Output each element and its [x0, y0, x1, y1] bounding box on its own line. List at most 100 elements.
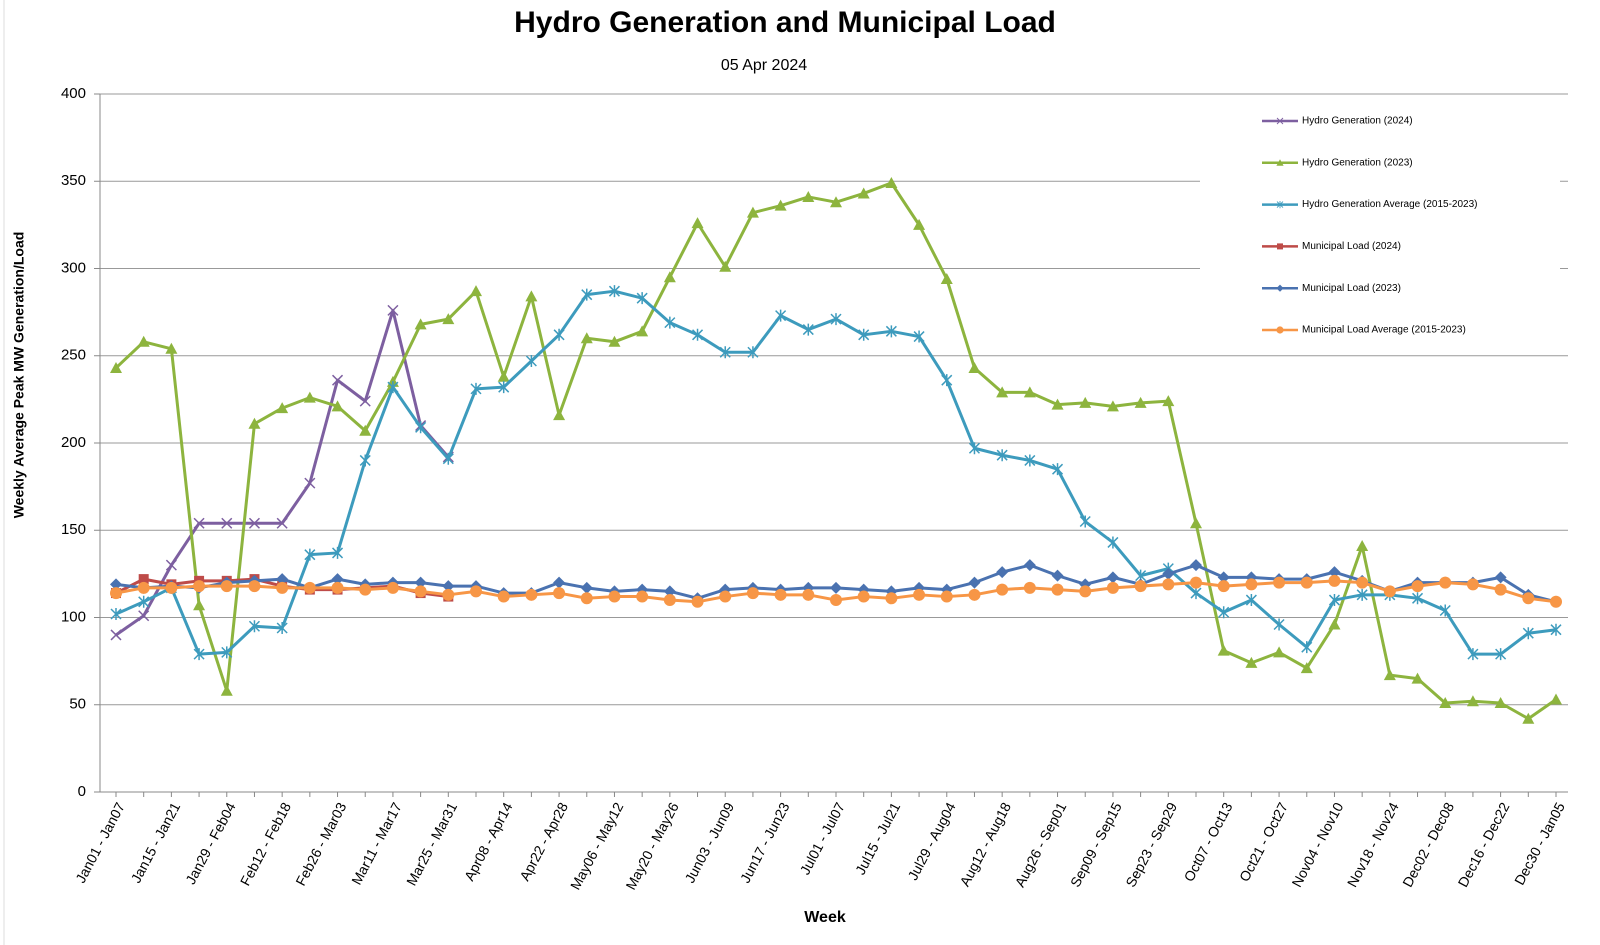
marker	[1162, 395, 1175, 407]
marker	[1356, 539, 1369, 551]
marker	[1217, 571, 1230, 584]
marker	[553, 576, 566, 589]
marker	[913, 330, 925, 343]
marker	[1328, 574, 1341, 587]
marker	[1522, 712, 1535, 724]
marker	[220, 580, 233, 593]
marker	[415, 421, 427, 434]
marker	[1495, 648, 1507, 661]
marker	[525, 588, 538, 601]
marker	[1467, 648, 1479, 661]
marker	[608, 590, 621, 603]
marker	[165, 581, 178, 594]
marker	[248, 620, 260, 633]
marker	[221, 646, 233, 659]
marker	[940, 272, 953, 284]
marker	[1106, 400, 1119, 412]
marker	[470, 285, 482, 297]
x-tick-label: Feb12 - Feb18	[237, 799, 294, 888]
x-tick-label: Dec16 - Dec22	[1455, 799, 1513, 889]
marker	[110, 587, 122, 600]
marker	[636, 325, 649, 337]
marker	[303, 391, 316, 403]
marker	[1550, 623, 1562, 636]
x-axis-title: Week	[804, 909, 846, 926]
chart-subtitle: 05 Apr 2024	[721, 57, 807, 74]
marker	[1411, 580, 1424, 593]
marker	[386, 581, 399, 594]
marker	[1273, 576, 1286, 589]
marker	[858, 328, 870, 341]
x-tick-label: Dec30 - Jan05	[1511, 799, 1568, 887]
marker	[1217, 644, 1230, 656]
marker	[138, 574, 149, 585]
x-tick-label: Sep09 - Sep15	[1067, 799, 1125, 889]
x-tick-label: May20 - May26	[622, 799, 682, 892]
marker	[359, 395, 371, 407]
x-tick-label: Oct07 - Oct13	[1181, 799, 1236, 884]
marker	[359, 583, 372, 596]
marker	[1439, 697, 1452, 709]
marker	[1300, 662, 1313, 674]
marker	[248, 517, 260, 529]
marker	[968, 442, 980, 455]
marker	[304, 477, 316, 489]
marker	[1162, 567, 1175, 580]
marker	[802, 323, 814, 336]
marker	[1522, 592, 1535, 605]
marker	[442, 452, 454, 465]
x-tick-label: Aug26 - Sep01	[1011, 799, 1069, 889]
marker	[304, 548, 316, 561]
legend-marker	[1276, 117, 1284, 125]
marker	[1079, 396, 1092, 408]
marker	[138, 610, 150, 622]
marker	[1466, 695, 1479, 707]
marker	[470, 585, 482, 598]
marker	[1051, 398, 1064, 410]
marker	[497, 590, 510, 603]
marker	[1023, 581, 1036, 594]
marker	[1079, 515, 1091, 528]
marker	[110, 608, 122, 621]
x-tick-label: Sep23 - Sep29	[1122, 799, 1180, 889]
marker	[1301, 641, 1313, 654]
marker	[1024, 454, 1036, 467]
x-tick-label: Jan29 - Feb04	[182, 799, 239, 886]
marker	[220, 684, 233, 696]
marker	[996, 449, 1008, 462]
marker	[830, 196, 842, 208]
marker	[1190, 576, 1202, 589]
marker	[968, 361, 981, 373]
marker	[580, 581, 593, 594]
marker	[581, 288, 593, 301]
chart-title: Hydro Generation and Municipal Load	[514, 6, 1056, 39]
x-tick-label: Apr22 - Apr28	[516, 799, 571, 883]
marker	[1245, 656, 1258, 668]
marker	[719, 346, 731, 359]
marker	[719, 260, 732, 272]
marker	[1218, 606, 1230, 619]
marker	[137, 581, 150, 594]
marker	[1106, 581, 1119, 594]
marker	[857, 590, 870, 603]
marker	[1328, 566, 1341, 579]
marker	[664, 316, 676, 329]
marker	[497, 370, 510, 382]
marker	[110, 578, 122, 591]
x-tick-label: May06 - May12	[567, 799, 627, 892]
y-tick-label: 350	[61, 172, 86, 189]
marker	[1190, 559, 1202, 572]
x-tick-label: Feb26 - Mar03	[292, 799, 349, 888]
marker	[387, 381, 399, 394]
marker	[165, 559, 177, 571]
marker	[996, 566, 1009, 579]
marker	[608, 335, 621, 347]
marker	[138, 595, 150, 608]
x-tick-label: Nov04 - Nov10	[1288, 799, 1346, 889]
marker	[885, 176, 898, 188]
marker	[470, 382, 482, 395]
x-tick-label: Dec02 - Dec08	[1399, 799, 1457, 889]
legend-label: Municipal Load (2024)	[1302, 241, 1401, 252]
marker	[691, 595, 704, 608]
marker	[331, 400, 344, 412]
